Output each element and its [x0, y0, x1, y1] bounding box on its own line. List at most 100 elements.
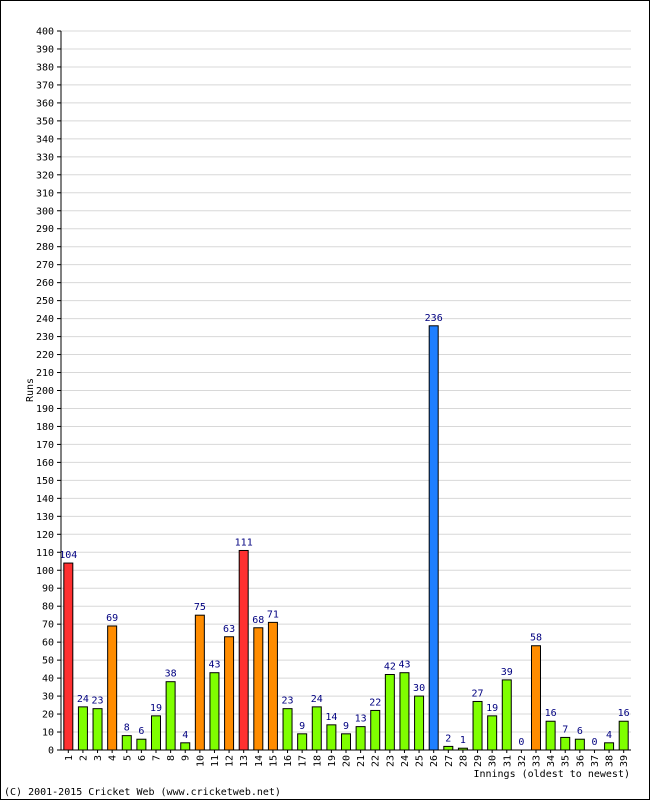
bar-value-label: 16: [618, 708, 630, 719]
x-tick-label: 4: [108, 755, 119, 761]
x-tick-label: 10: [195, 755, 206, 767]
x-axis-title: Innings (oldest to newest): [473, 769, 630, 780]
bar-value-label: 24: [77, 694, 89, 705]
x-tick-label: 19: [327, 755, 338, 767]
bar-value-label: 9: [299, 721, 305, 732]
x-tick-label: 17: [298, 755, 309, 767]
y-tick-label: 310: [36, 188, 54, 199]
bar: [267, 621, 278, 751]
y-tick-label: 110: [36, 548, 54, 559]
bar-value-label: 69: [106, 613, 118, 624]
bar-value-label: 6: [577, 726, 583, 737]
bar: [151, 715, 161, 751]
y-tick-label: 90: [42, 584, 54, 595]
x-tick-label: 13: [239, 755, 250, 767]
bar: [194, 614, 205, 751]
x-tick-label: 30: [488, 755, 499, 767]
bar: [341, 733, 351, 751]
bar: [77, 706, 88, 751]
bar-value-label: 43: [398, 660, 410, 671]
bar: [618, 720, 629, 751]
bar-value-label: 0: [518, 737, 524, 748]
bar: [63, 562, 74, 751]
y-tick-label: 390: [36, 44, 54, 55]
x-tick-label: 1: [64, 755, 75, 761]
bar: [370, 709, 381, 751]
x-tick-label: 28: [458, 755, 469, 767]
x-tick-label: 5: [122, 755, 133, 761]
bar: [399, 672, 410, 751]
y-tick-label: 210: [36, 368, 54, 379]
y-tick-label: 10: [42, 728, 54, 739]
y-tick-label: 170: [36, 440, 54, 451]
bar-value-label: 27: [472, 688, 484, 699]
y-tick-label: 400: [36, 27, 54, 38]
bar: [311, 706, 322, 751]
y-tick-label: 340: [36, 134, 54, 145]
bar-value-label: 39: [501, 667, 513, 678]
bar-value-label: 104: [59, 550, 77, 561]
y-tick-label: 80: [42, 602, 54, 613]
x-tick-label: 26: [429, 755, 440, 767]
bar: [326, 724, 337, 751]
y-tick-label: 150: [36, 476, 54, 487]
bar-value-label: 13: [355, 714, 367, 725]
bar-value-label: 0: [591, 737, 597, 748]
x-tick-label: 36: [575, 755, 586, 767]
x-axis-ticks: 1 2 3 4 5 6 7 8 9 10 11 12 13 14 15 16 17 18 19 20 21 22 23 24 2…: [64, 750, 630, 767]
bar-value-label: 71: [267, 609, 279, 620]
x-tick-label: 9: [181, 755, 192, 761]
x-tick-label: 12: [225, 755, 236, 767]
x-tick-label: 15: [268, 755, 279, 767]
bar-value-label: 19: [150, 703, 162, 714]
y-tick-label: 320: [36, 170, 54, 181]
y-axis-ticks: 0 10 20 30 40 50 60 70 80 90 100 110 120 130 140 150 160…: [36, 27, 61, 757]
y-tick-label: 0: [48, 746, 54, 757]
y-tick-label: 160: [36, 458, 54, 469]
y-tick-label: 300: [36, 206, 54, 217]
y-tick-label: 130: [36, 512, 54, 523]
y-tick-label: 180: [36, 422, 54, 433]
bar-value-label: 2: [445, 733, 451, 744]
x-tick-label: 33: [532, 755, 543, 767]
y-tick-label: 230: [36, 332, 54, 343]
x-tick-label: 38: [605, 755, 616, 767]
x-tick-label: 8: [166, 755, 177, 761]
bar-value-label: 68: [252, 615, 264, 626]
bar-value-label: 58: [530, 633, 542, 644]
x-tick-label: 6: [137, 755, 148, 761]
x-tick-label: 32: [517, 755, 528, 767]
y-tick-label: 140: [36, 494, 54, 505]
bar: [238, 549, 249, 751]
x-tick-label: 20: [342, 755, 353, 767]
bar: [545, 720, 556, 751]
bar: [224, 636, 235, 751]
bar-value-label: 4: [606, 730, 612, 741]
bar: [414, 695, 425, 751]
x-tick-label: 24: [400, 755, 411, 767]
bar: [297, 733, 308, 751]
x-tick-label: 34: [546, 755, 557, 767]
x-tick-label: 23: [385, 755, 396, 767]
bars: [63, 325, 629, 751]
bar-value-label: 63: [223, 624, 235, 635]
y-tick-label: 60: [42, 638, 54, 649]
y-tick-label: 380: [36, 62, 54, 73]
y-tick-label: 370: [36, 80, 54, 91]
y-tick-label: 290: [36, 224, 54, 235]
y-tick-label: 30: [42, 692, 54, 703]
bar-value-label: 9: [343, 721, 349, 732]
y-tick-label: 330: [36, 152, 54, 163]
bar-value-label: 111: [235, 537, 253, 548]
y-tick-label: 190: [36, 404, 54, 415]
bar-value-label: 236: [425, 313, 443, 324]
bar: [384, 674, 395, 751]
bar: [443, 745, 454, 751]
bar-value-label: 30: [413, 683, 425, 694]
bar-value-label: 75: [194, 602, 206, 613]
x-tick-label: 3: [93, 755, 104, 761]
bar: [92, 708, 103, 751]
bar: [574, 738, 585, 751]
bar-value-label: 22: [369, 697, 381, 708]
